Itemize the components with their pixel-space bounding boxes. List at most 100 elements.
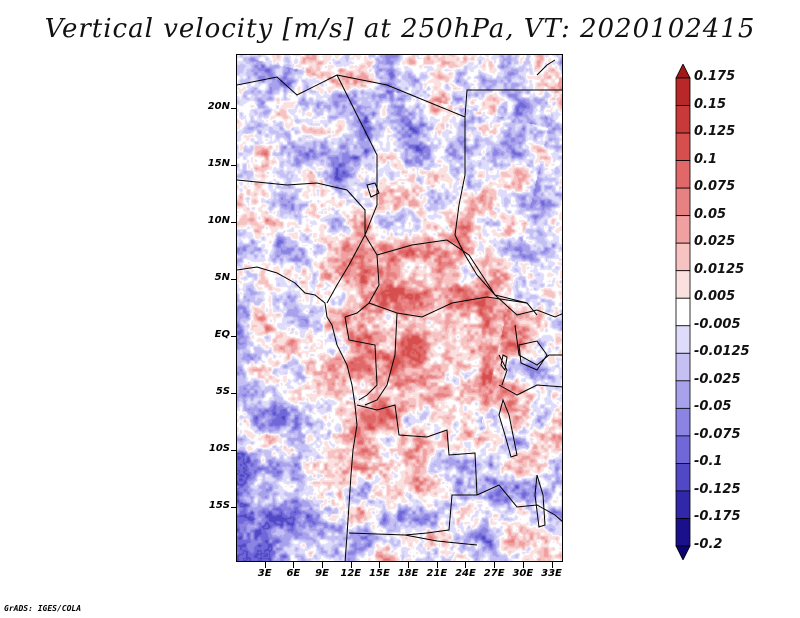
credit-text: GrADS: IGES/COLA (4, 604, 82, 613)
lon-label: 15E (369, 568, 390, 579)
colorbar-segment (675, 407, 691, 437)
lake-tanganyika (498, 398, 518, 458)
border-tanzania (498, 384, 562, 396)
lon-tick (264, 562, 266, 568)
border-car (376, 239, 538, 316)
colorbar-label: 0.0125 (694, 261, 745, 277)
colorbar-segment (675, 215, 691, 244)
colorbar-segment (675, 270, 691, 299)
colorbar-segment (675, 518, 691, 547)
colorbar-label: 0.005 (694, 289, 736, 305)
border-egypt (464, 89, 562, 118)
colorbar-segment (675, 463, 691, 492)
lon-label: 27E (483, 568, 505, 579)
lat-tick (231, 107, 237, 109)
colorbar-label: 0.075 (694, 179, 736, 195)
lat-label: 10S (208, 443, 230, 455)
colorbar-label: -0.025 (694, 371, 741, 387)
colorbar-segment (675, 325, 691, 354)
border-drc-angola (356, 404, 478, 496)
lat-tick (231, 393, 237, 395)
lon-tick (408, 562, 410, 568)
colorbar-segment (675, 242, 691, 272)
colorbar-label: -0.0125 (694, 344, 750, 360)
lon-tick (379, 562, 381, 568)
border-nigeria (237, 179, 366, 304)
colorbar-label: 0.05 (694, 206, 727, 222)
colorbar-label: -0.175 (694, 509, 741, 525)
border-chad-sudan (454, 174, 496, 296)
lat-tick (231, 164, 237, 166)
lat-label: 10N (207, 214, 230, 226)
colorbar-label: -0.1 (694, 454, 723, 470)
coastline-west (237, 266, 358, 561)
border-angola-zambia (404, 494, 477, 536)
colorbar-segment (675, 132, 691, 161)
colorbar-segment (675, 105, 691, 134)
border-congo-gabon (344, 316, 378, 401)
lat-label: 15N (207, 157, 230, 169)
border-zambia-east (476, 484, 562, 522)
lon-tick (436, 562, 438, 568)
colorbar-label: 0.15 (694, 96, 727, 112)
lat-tick (231, 507, 237, 509)
colorbar-label: -0.2 (694, 537, 723, 552)
lon-label: 30E (512, 568, 534, 579)
lon-tick (494, 562, 496, 568)
colorbar-segment (675, 77, 691, 106)
border-east-africa (494, 294, 562, 318)
country-borders (237, 59, 562, 561)
lat-label: 5N (214, 271, 230, 283)
map-title: Vertical velocity [m/s] at 250hPa, VT: 2… (44, 14, 756, 44)
velocity-field (237, 55, 562, 561)
colorbar-label: -0.005 (694, 316, 741, 332)
border-rwanda-burundi (498, 354, 508, 386)
lat-label: 15S (208, 500, 230, 512)
colorbar-segment (675, 435, 691, 464)
lake-kivu (500, 354, 508, 372)
colorbar-label: 0.025 (694, 234, 736, 250)
colorbar-label: -0.125 (694, 481, 741, 497)
lon-label: 18E (397, 568, 419, 579)
map-plot-area (236, 54, 563, 562)
lat-label: 5S (215, 386, 230, 398)
lon-tick (465, 562, 467, 568)
lat-tick (231, 450, 237, 452)
colorbar-label: 0.1 (694, 151, 718, 167)
colorbar-label: 0.125 (694, 124, 736, 140)
lon-label: 6E (286, 568, 301, 579)
lake-victoria (518, 340, 548, 371)
border-angola-namibia (348, 532, 478, 546)
lat-tick (231, 278, 237, 280)
border-niger-chad (336, 74, 378, 236)
colorbar-segment (675, 297, 691, 327)
colorbar-top-arrow (675, 64, 691, 79)
lat-tick (231, 335, 237, 337)
lat-tick (231, 221, 237, 223)
lon-label: 12E (340, 568, 362, 579)
border-algeria-niger (237, 74, 338, 96)
lake-malawi (534, 474, 546, 528)
lon-tick (522, 562, 524, 568)
coast-red-sea (536, 59, 556, 76)
lon-label: 21E (426, 568, 448, 579)
border-cameroon (344, 234, 380, 318)
colorbar-bottom-arrow (675, 545, 691, 560)
lon-tick (293, 562, 295, 568)
lon-label: 3E (257, 568, 272, 579)
colorbar-segment (675, 352, 691, 382)
colorbar-segment (675, 187, 691, 217)
colorbar (675, 64, 691, 560)
lon-label: 33E (541, 568, 562, 579)
colorbar-segment (675, 490, 691, 519)
border-congo-drc (364, 312, 398, 406)
lon-tick (322, 562, 324, 568)
colorbar-label: 0.175 (694, 69, 736, 84)
lon-tick (551, 562, 553, 568)
border-libya-chad (336, 74, 466, 175)
border-car-drc (368, 296, 528, 318)
colorbar-label: -0.075 (694, 426, 741, 442)
border-uganda-kenya (514, 324, 562, 366)
lon-label: 24E (455, 568, 476, 579)
colorbar-segment (675, 380, 691, 409)
